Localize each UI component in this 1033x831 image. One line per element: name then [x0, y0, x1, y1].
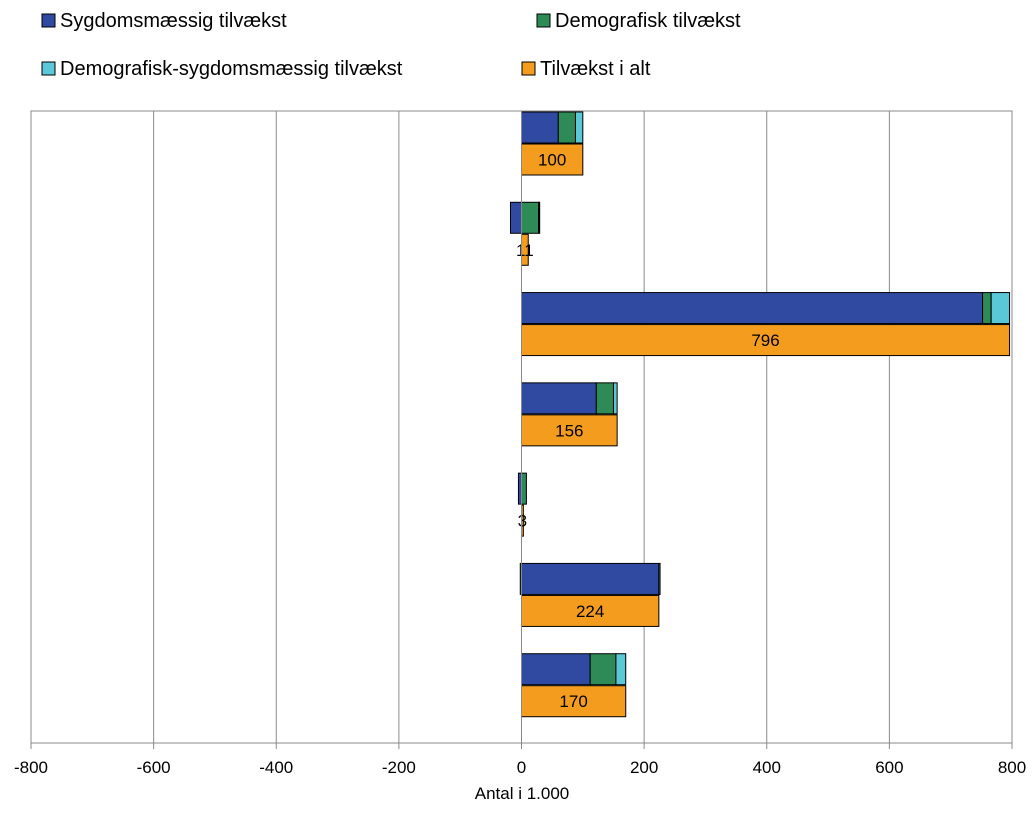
legend-label: Tilvækst i alt — [540, 58, 651, 80]
x-tick-label: 400 — [753, 758, 781, 777]
x-tick-label: -800 — [14, 758, 48, 777]
total-bar — [521, 324, 1011, 357]
data-label: 156 — [555, 421, 583, 440]
data-label: 224 — [576, 602, 604, 621]
bar-segment — [521, 472, 527, 505]
x-tick-label: 0 — [517, 758, 526, 777]
legend-swatch — [41, 61, 56, 76]
legend-swatch — [521, 61, 536, 76]
bar-segment — [615, 653, 627, 686]
bar-segment — [982, 292, 992, 325]
data-label: 170 — [559, 692, 587, 711]
bar-segment — [521, 292, 984, 325]
x-tick-label: 600 — [875, 758, 903, 777]
plot-area: -800 -600 -400 -200 0 200 400 600 800 100 11 796 156… — [14, 110, 1026, 777]
legend-swatch — [41, 13, 56, 28]
bar-segment — [521, 111, 559, 144]
bar-segment — [521, 653, 591, 686]
bar-segment — [589, 653, 617, 686]
x-tick-label: -200 — [382, 758, 416, 777]
bar-segment — [612, 382, 618, 415]
x-axis-label: Antal i 1.000 — [475, 784, 570, 803]
bar-segment — [521, 382, 597, 415]
bar-segment — [990, 292, 1011, 325]
bar-segment — [521, 201, 540, 234]
legend-label: Sygdomsmæssig tilvækst — [60, 10, 287, 32]
legend-label: Demografisk tilvækst — [555, 10, 741, 32]
total-bar — [521, 414, 618, 447]
total-bar — [521, 685, 627, 718]
x-tick-label: 200 — [630, 758, 658, 777]
data-label: 11 — [516, 241, 534, 260]
legend-label: Demografisk-sygdomsmæssig tilvækst — [60, 58, 403, 80]
bar-segment — [574, 111, 584, 144]
bar-segment — [521, 562, 660, 595]
bar-segment — [658, 562, 661, 595]
bar-segment — [557, 111, 576, 144]
bar-segment — [595, 382, 614, 415]
data-label: 796 — [751, 331, 779, 350]
x-tick-label: -400 — [259, 758, 293, 777]
x-tick-label: -600 — [137, 758, 171, 777]
legend-swatch — [536, 13, 551, 28]
total-bar — [521, 594, 660, 627]
legend: Sygdomsmæssig tilvækst Demografisk tilvæk… — [41, 10, 741, 80]
bar-segment — [538, 201, 541, 234]
x-tick-label: 800 — [998, 758, 1026, 777]
data-label: 100 — [538, 151, 566, 170]
bar-segment — [509, 201, 522, 234]
total-bar — [521, 143, 584, 176]
data-label: 3 — [518, 512, 527, 531]
